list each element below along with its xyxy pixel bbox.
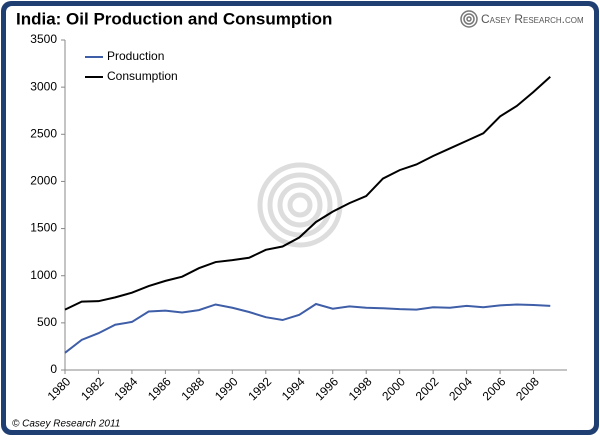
- chart-title: India: Oil Production and Consumption: [16, 9, 332, 28]
- y-tick-label: 2500: [30, 126, 57, 140]
- data-line: [64, 76, 551, 311]
- footer: © Casey Research 2011: [12, 419, 120, 430]
- y-tick-label: 3000: [30, 79, 57, 93]
- legend-label: Production: [107, 49, 164, 63]
- y-tick-label: 2000: [30, 174, 57, 188]
- data-line: [64, 302, 551, 354]
- y-tick-label: 500: [37, 315, 57, 329]
- y-tick-label: 3500: [30, 32, 57, 46]
- panel: [6, 6, 594, 430]
- logo-icon: [460, 10, 478, 28]
- y-tick-label: 1500: [30, 221, 57, 235]
- legend-label: Consumption: [107, 69, 178, 83]
- y-tick-label: 1000: [30, 268, 57, 282]
- logo: Casey Research.com: [481, 12, 584, 26]
- watermark: [257, 162, 343, 248]
- y-tick-label: 0: [50, 362, 57, 376]
